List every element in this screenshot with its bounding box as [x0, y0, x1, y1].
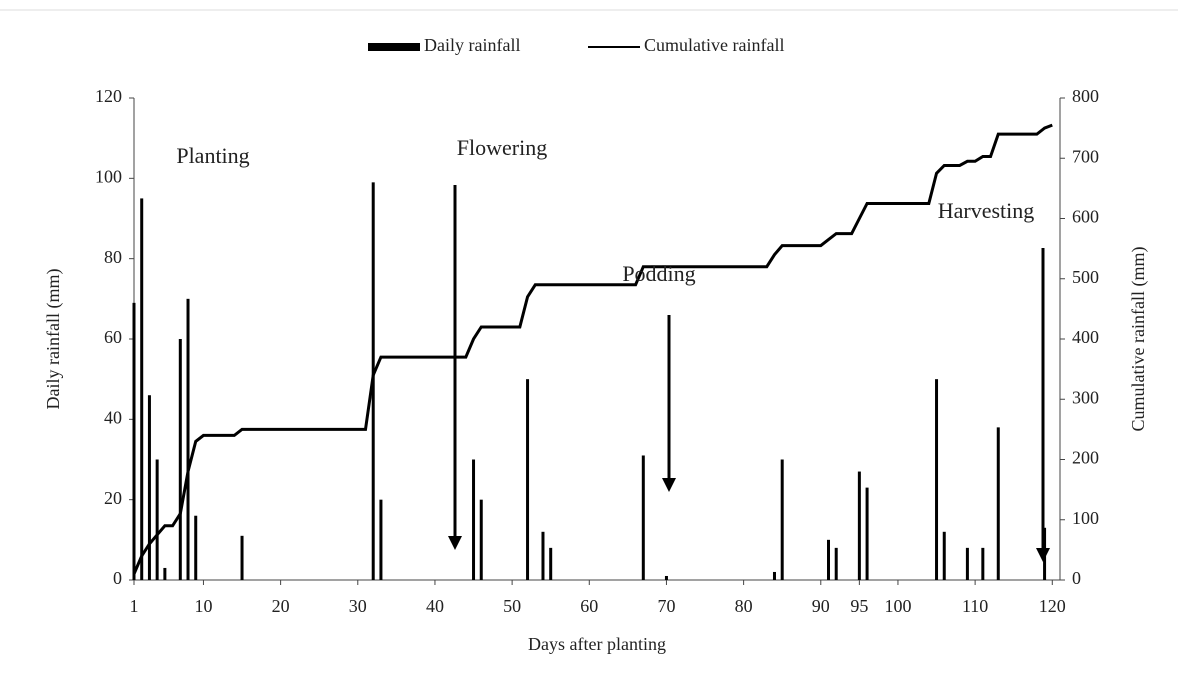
bar: [996, 427, 1000, 580]
y2-tick-label: 400: [1072, 327, 1099, 347]
annotation: Planting: [176, 143, 249, 168]
annotation: Harvesting: [938, 198, 1035, 223]
bar: [155, 459, 159, 580]
bar: [379, 499, 383, 580]
bar: [865, 487, 869, 580]
y-axis-label: Daily rainfall (mm): [43, 269, 64, 410]
bar: [472, 459, 476, 580]
legend-label: Cumulative rainfall: [644, 35, 784, 55]
x-tick-label: 50: [503, 596, 521, 616]
y2-tick-label: 500: [1072, 267, 1099, 287]
x-tick-label: 90: [812, 596, 830, 616]
x-tick-label: 10: [194, 596, 212, 616]
x-axis-label: Days after planting: [528, 634, 666, 654]
bar: [827, 539, 830, 580]
y-tick-label: 100: [95, 166, 122, 186]
y-tick-label: 80: [104, 247, 122, 267]
bar: [641, 455, 645, 580]
x-tick-label: 70: [657, 596, 675, 616]
y2-tick-label: 100: [1072, 508, 1099, 528]
bar: [772, 571, 776, 580]
y-tick-label: 120: [95, 86, 122, 106]
legend-label: Daily rainfall: [424, 35, 520, 55]
arrow-head: [1036, 548, 1050, 562]
y-tick-label: 0: [113, 568, 122, 588]
bar: [147, 395, 151, 580]
bar: [526, 379, 530, 580]
y2-tick-label: 300: [1072, 387, 1099, 407]
x-tick-label: 20: [272, 596, 290, 616]
bar: [857, 471, 861, 580]
x-tick-label: 110: [962, 596, 988, 616]
bar: [163, 567, 167, 580]
arrow-head: [448, 536, 462, 550]
x-tick-label: 100: [884, 596, 911, 616]
x-tick-label: 95: [850, 596, 868, 616]
x-tick-label: 60: [580, 596, 598, 616]
bar: [178, 339, 182, 580]
bar: [240, 535, 244, 580]
bar: [965, 547, 969, 580]
line: [132, 123, 1053, 575]
y-tick-label: 40: [104, 407, 122, 427]
y2-tick-label: 600: [1072, 207, 1099, 227]
x-tick-label: 1: [130, 596, 139, 616]
bar: [479, 499, 483, 580]
bar: [194, 515, 198, 580]
y-tick-label: 20: [104, 488, 122, 508]
y2-tick-label: 0: [1072, 568, 1081, 588]
y2-tick-label: 800: [1072, 86, 1099, 106]
bar: [549, 547, 553, 580]
bar: [186, 298, 190, 580]
bar: [935, 379, 939, 580]
y-tick-label: 60: [104, 327, 122, 347]
annotation: Podding: [622, 261, 695, 286]
x-tick-label: 120: [1039, 596, 1066, 616]
bar: [834, 547, 838, 580]
bar: [132, 302, 136, 580]
x-tick-label: 40: [426, 596, 444, 616]
x-tick-label: 80: [735, 596, 753, 616]
bar: [981, 547, 985, 580]
y2-tick-label: 200: [1072, 448, 1099, 468]
bar: [664, 575, 668, 580]
x-tick-label: 30: [349, 596, 367, 616]
y2-tick-label: 700: [1072, 146, 1099, 166]
legend-swatch: [368, 43, 420, 51]
arrow-head: [662, 478, 676, 492]
y2-axis-label: Cumulative rainfall (mm): [1128, 247, 1149, 432]
annotation: Flowering: [457, 135, 547, 160]
bar: [942, 531, 946, 580]
bar: [140, 198, 144, 580]
bar: [780, 459, 784, 580]
bar: [541, 531, 545, 580]
